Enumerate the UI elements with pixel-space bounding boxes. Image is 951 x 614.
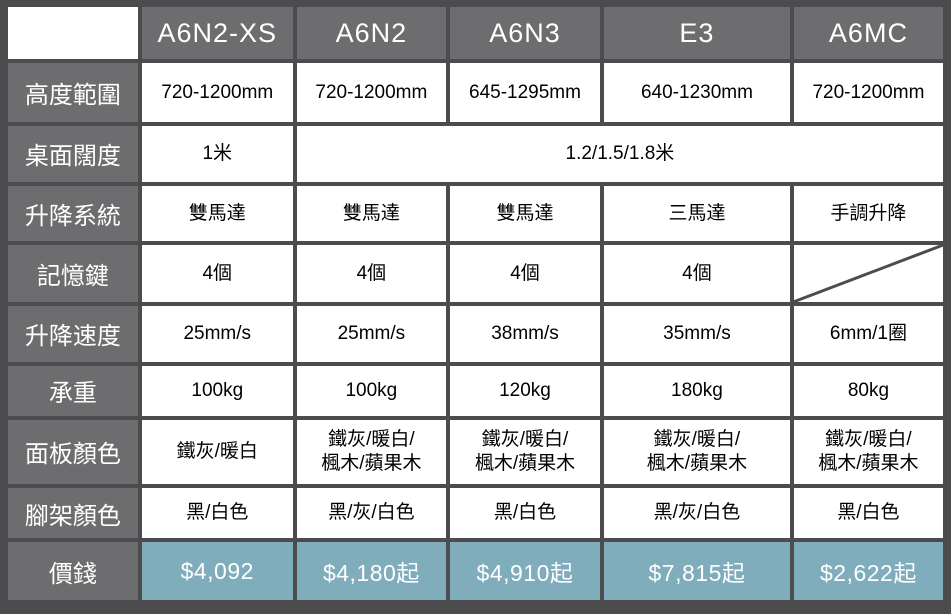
- table-row-frame-color: 腳架顏色 黑/白色 黑/灰/白色 黑/白色 黑/灰/白色 黑/白色: [4, 483, 948, 543]
- table-row-desktop-width: 桌面闊度 1米 1.2/1.5/1.8米: [4, 122, 948, 186]
- column-header-e3: E3: [600, 2, 794, 64]
- spec-cell-merged: 1.2/1.5/1.8米: [292, 122, 948, 186]
- column-header-a6mc: A6MC: [789, 2, 948, 64]
- price-cell: $7,815起: [600, 538, 794, 604]
- spec-cell: 25mm/s: [137, 301, 297, 366]
- column-header-a6n2: A6N2: [292, 2, 450, 64]
- spec-cell-not-applicable: [789, 241, 948, 306]
- spec-cell: 6mm/1圈: [789, 301, 948, 366]
- diagonal-na-slash-icon: [794, 245, 943, 302]
- spec-cell: 黑/灰/白色: [292, 483, 450, 543]
- table-row-height-range: 高度範圍 720-1200mm 720-1200mm 645-1295mm 64…: [4, 59, 948, 127]
- spec-cell: 80kg: [789, 361, 948, 420]
- row-label-price: 價錢: [4, 538, 142, 604]
- table-row-panel-color: 面板顏色 鐵灰/暖白 鐵灰/暖白/ 楓木/蘋果木 鐵灰/暖白/ 楓木/蘋果木 鐵…: [4, 415, 948, 488]
- price-cell: $4,092: [137, 538, 297, 604]
- spec-cell: 4個: [292, 241, 450, 306]
- spec-cell: 鐵灰/暖白/ 楓木/蘋果木: [445, 415, 605, 488]
- spec-cell: 720-1200mm: [137, 59, 297, 127]
- row-label-panel-color: 面板顏色: [4, 415, 142, 488]
- row-label-desktop-width: 桌面闊度: [4, 122, 142, 186]
- table-row-lift-speed: 升降速度 25mm/s 25mm/s 38mm/s 35mm/s 6mm/1圈: [4, 301, 948, 366]
- spec-cell: 雙馬達: [137, 181, 297, 246]
- spec-cell: 4個: [600, 241, 794, 306]
- spec-cell: 雙馬達: [445, 181, 605, 246]
- table-row-price: 價錢 $4,092 $4,180起 $4,910起 $7,815起 $2,622…: [4, 538, 948, 604]
- price-cell: $4,180起: [292, 538, 450, 604]
- spec-cell: 100kg: [137, 361, 297, 420]
- spec-cell: 720-1200mm: [789, 59, 948, 127]
- spec-cell: 100kg: [292, 361, 450, 420]
- price-cell: $2,622起: [789, 538, 948, 604]
- spec-cell: 25mm/s: [292, 301, 450, 366]
- row-label-frame-color: 腳架顏色: [4, 483, 142, 543]
- spec-cell: 手調升降: [789, 181, 948, 246]
- spec-cell: 4個: [445, 241, 605, 306]
- spec-cell: 黑/白色: [137, 483, 297, 543]
- spec-cell: 120kg: [445, 361, 605, 420]
- row-label-load-capacity: 承重: [4, 361, 142, 420]
- column-header-a6n3: A6N3: [445, 2, 605, 64]
- row-label-height-range: 高度範圍: [4, 59, 142, 127]
- spec-cell: 鐵灰/暖白/ 楓木/蘋果木: [600, 415, 794, 488]
- spec-cell: 黑/灰/白色: [600, 483, 794, 543]
- product-comparison-table: A6N2-XS A6N2 A6N3 E3 A6MC 高度範圍 720-1200m…: [4, 2, 948, 604]
- spec-cell: 645-1295mm: [445, 59, 605, 127]
- row-label-memory-keys: 記憶鍵: [4, 241, 142, 306]
- spec-cell: 35mm/s: [600, 301, 794, 366]
- spec-cell: 720-1200mm: [292, 59, 450, 127]
- spec-cell: 4個: [137, 241, 297, 306]
- spec-cell: 鐵灰/暖白/ 楓木/蘋果木: [292, 415, 450, 488]
- spec-cell: 黑/白色: [789, 483, 948, 543]
- spec-cell: 180kg: [600, 361, 794, 420]
- price-cell: $4,910起: [445, 538, 605, 604]
- column-header-a6n2-xs: A6N2-XS: [137, 2, 297, 64]
- table-row-memory-keys: 記憶鍵 4個 4個 4個 4個: [4, 241, 948, 306]
- spec-cell: 雙馬達: [292, 181, 450, 246]
- spec-cell: 640-1230mm: [600, 59, 794, 127]
- row-label-lift-speed: 升降速度: [4, 301, 142, 366]
- corner-blank-cell: [4, 2, 142, 64]
- spec-cell: 鐵灰/暖白: [137, 415, 297, 488]
- header-row: A6N2-XS A6N2 A6N3 E3 A6MC: [4, 2, 948, 64]
- spec-cell: 黑/白色: [445, 483, 605, 543]
- spec-cell: 1米: [137, 122, 297, 186]
- spec-cell: 三馬達: [600, 181, 794, 246]
- table-row-lift-system: 升降系統 雙馬達 雙馬達 雙馬達 三馬達 手調升降: [4, 181, 948, 246]
- table-row-load-capacity: 承重 100kg 100kg 120kg 180kg 80kg: [4, 361, 948, 420]
- spec-cell: 鐵灰/暖白/ 楓木/蘋果木: [789, 415, 948, 488]
- row-label-lift-system: 升降系統: [4, 181, 142, 246]
- spec-cell: 38mm/s: [445, 301, 605, 366]
